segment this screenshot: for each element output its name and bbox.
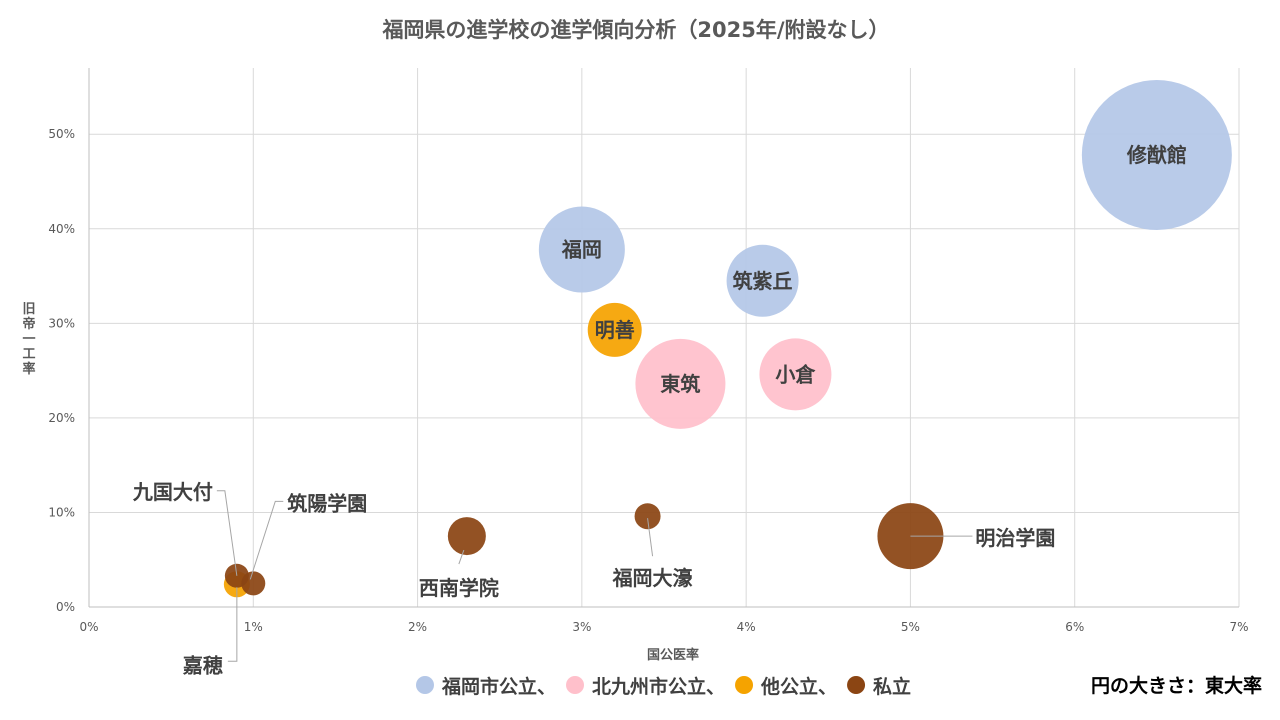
- y-axis-title-char: 旧: [22, 302, 35, 317]
- legend-label: 福岡市公立、: [441, 675, 556, 698]
- y-tick-label: 30%: [48, 316, 75, 330]
- bubble: [587, 302, 642, 357]
- axes: 0% 1% 2% 3% 4% 5% 6% 7% 0% 10% 20% 30% 40% 50%: [48, 68, 1249, 634]
- data-label: 明善: [595, 318, 635, 342]
- bubbles: [223, 79, 1232, 598]
- y-tick-label: 50%: [48, 127, 75, 141]
- bubble: [635, 338, 726, 429]
- y-axis-title-char: 帝: [22, 316, 35, 332]
- y-tick-label: 20%: [48, 411, 75, 425]
- legend-label: 他公立、: [760, 675, 837, 698]
- data-label: 九国大付: [132, 480, 213, 504]
- data-label: 筑紫丘: [733, 269, 793, 293]
- gridlines: [89, 68, 1240, 607]
- leader-line: [458, 549, 465, 565]
- legend-marker: [416, 676, 434, 694]
- y-tick-label: 40%: [48, 222, 75, 236]
- legend-marker: [566, 676, 585, 694]
- data-label: 嘉穂: [182, 653, 223, 677]
- data-label: 福岡大濠: [612, 566, 693, 590]
- legend-marker: [847, 676, 866, 694]
- bubble: [241, 571, 266, 596]
- leader-line: [216, 490, 238, 576]
- x-tick-label: 2%: [408, 620, 427, 634]
- data-label: 東筑: [660, 372, 700, 396]
- chart-title: 福岡県の進学校の進学傾向分析（2025年/附設なし）: [381, 18, 889, 42]
- y-tick-label: 10%: [48, 505, 75, 519]
- x-axis-title: 国公医率: [647, 647, 699, 663]
- x-tick-label: 1%: [244, 620, 263, 634]
- data-label: 西南学院: [419, 576, 499, 600]
- y-axis-title-char: 一: [22, 332, 35, 347]
- x-tick-label: 3%: [572, 620, 591, 634]
- leader-line: [647, 518, 654, 557]
- x-tick-label: 6%: [1065, 620, 1084, 634]
- y-axis-title-char: 工: [22, 347, 35, 362]
- x-tick-label: 4%: [737, 620, 756, 634]
- data-label: 福岡: [561, 238, 602, 262]
- legend: 福岡市公立、 北九州市公立、 他公立、 私立: [416, 675, 911, 698]
- leader-line: [227, 587, 238, 662]
- size-note: 円の大きさ：東大率: [1091, 674, 1262, 697]
- legend-marker: [735, 676, 754, 694]
- bubble: [726, 244, 799, 317]
- legend-label: 北九州市公立、: [592, 675, 725, 698]
- bubble: [634, 503, 661, 530]
- leader-line: [249, 500, 284, 580]
- bubble: [1081, 79, 1232, 230]
- leader-lines: [216, 490, 973, 662]
- data-label: 修猷館: [1126, 143, 1187, 167]
- bubble: [447, 517, 486, 556]
- data-label: 筑陽学園: [287, 491, 367, 515]
- x-tick-label: 5%: [901, 620, 920, 634]
- legend-label: 私立: [873, 675, 911, 698]
- y-tick-label: 0%: [56, 600, 75, 614]
- x-tick-label: 7%: [1229, 620, 1248, 634]
- data-label: 明治学園: [975, 526, 1055, 550]
- bubble: [759, 338, 832, 411]
- bubble: [538, 206, 625, 293]
- data-label: 小倉: [775, 362, 816, 386]
- y-axis-title-char: 率: [22, 361, 35, 377]
- y-axis-title: 旧帝一工率: [22, 302, 35, 377]
- x-tick-label: 0%: [79, 620, 98, 634]
